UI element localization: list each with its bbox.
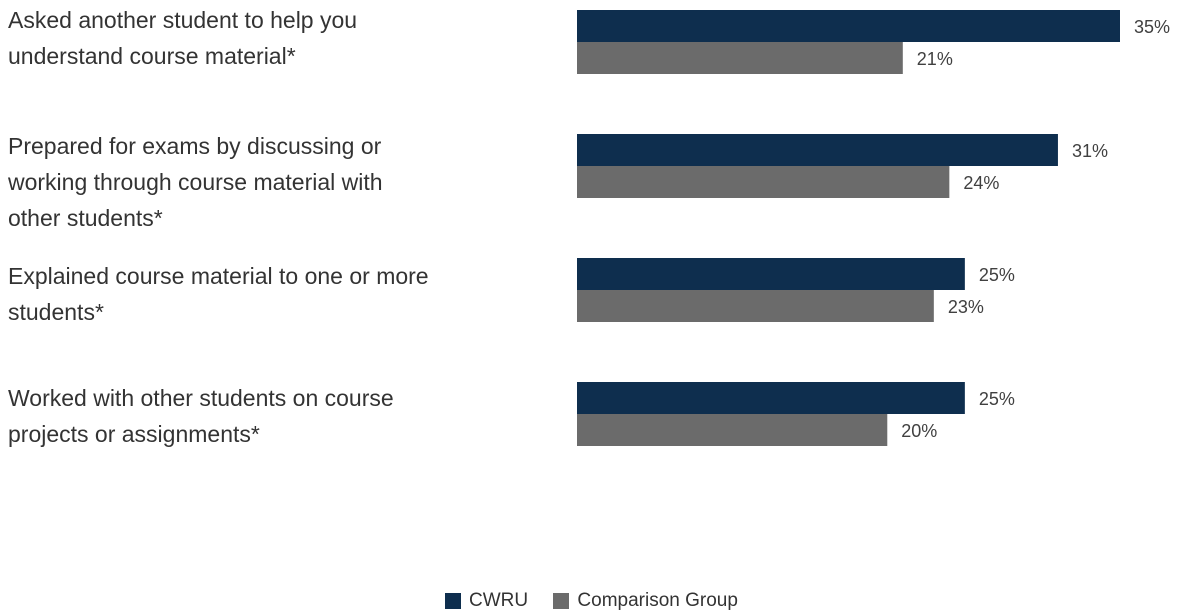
bar-cwru — [577, 382, 965, 414]
legend-swatch-cwru — [445, 593, 462, 609]
legend-swatch-comparison-group — [553, 593, 570, 609]
bar-comparison-group — [577, 290, 934, 322]
category-label-line: Worked with other students on course — [8, 385, 394, 411]
category-label: Worked with other students on course proj… — [8, 380, 528, 452]
data-label: 35% — [1134, 17, 1170, 37]
bar-comparison-group — [577, 42, 903, 74]
category-label-line: other students* — [8, 205, 163, 231]
category-label-line: Asked another student to help you — [8, 7, 358, 33]
data-label: 23% — [948, 297, 984, 317]
category-label-line: understand course material* — [8, 43, 296, 69]
category-label: Explained course material to one or more… — [8, 258, 528, 330]
legend-item-cwru: CWRU — [445, 590, 528, 612]
category-label-line: projects or assignments* — [8, 421, 260, 447]
data-label: 25% — [979, 265, 1015, 285]
data-label: 25% — [979, 389, 1015, 409]
category-label: Prepared for exams by discussing or worki… — [8, 128, 528, 236]
data-label: 24% — [963, 173, 999, 193]
bar-cwru — [577, 134, 1058, 166]
category-label: Asked another student to help you underst… — [8, 2, 528, 74]
data-label: 31% — [1072, 141, 1108, 161]
category-label-line: Explained course material to one or more — [8, 263, 429, 289]
category-label-line: students* — [8, 299, 104, 325]
category-label-line: working through course material with — [8, 169, 383, 195]
bar-cwru — [577, 258, 965, 290]
bar-comparison-group — [577, 414, 888, 446]
legend: CWRU Comparison Group — [0, 590, 1183, 615]
bar-comparison-group — [577, 166, 950, 198]
legend-item-comparison-group: Comparison Group — [553, 590, 738, 612]
data-label: 21% — [917, 49, 953, 69]
category-label-line: Prepared for exams by discussing or — [8, 133, 382, 159]
legend-label-cwru: CWRU — [469, 590, 529, 611]
legend-label-comparison-group: Comparison Group — [577, 590, 738, 611]
bar-cwru — [577, 10, 1120, 42]
data-label: 20% — [901, 421, 937, 441]
